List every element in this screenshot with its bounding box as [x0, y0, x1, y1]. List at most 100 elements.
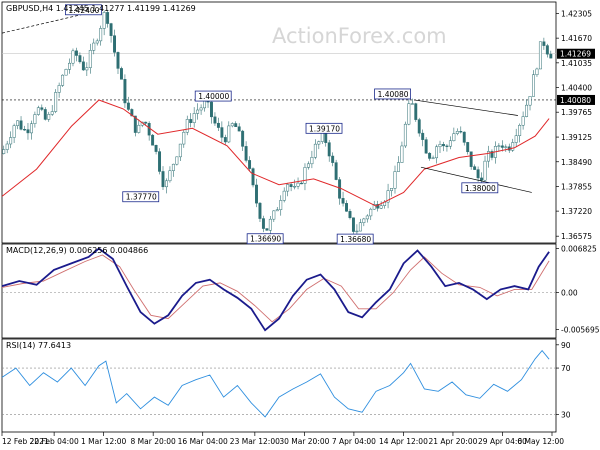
candle-body: [54, 92, 58, 112]
candle-body: [497, 145, 501, 147]
candle-body: [196, 109, 200, 114]
y-tick-label: 1.39765: [561, 108, 592, 117]
candle-body: [109, 23, 113, 36]
candle-body: [338, 179, 342, 199]
price-annotation-label: 1.37770: [126, 193, 157, 202]
candle-body: [16, 120, 20, 126]
candle-body: [403, 123, 407, 147]
candle-body: [438, 144, 442, 148]
level-line-marker: [557, 94, 595, 105]
candle-body: [29, 123, 33, 134]
candle-body: [358, 222, 362, 232]
candle-body: [106, 12, 110, 24]
candle-body: [324, 132, 328, 143]
price-annotation-label: 1.39170: [309, 124, 340, 133]
y-tick-label: 1.42305: [561, 9, 592, 18]
candle-body: [500, 145, 504, 148]
candle-body: [504, 146, 508, 148]
price-annotation-label: 1.40000: [198, 92, 229, 101]
candle-body: [386, 190, 390, 203]
price-annotation-label: 1.40080: [378, 90, 409, 99]
candle-body: [230, 123, 234, 127]
candle-body: [251, 168, 255, 186]
candle-body: [286, 184, 290, 192]
candle-body: [255, 184, 258, 204]
candle-body: [393, 171, 397, 189]
candle-body: [293, 186, 297, 188]
candle-body: [320, 132, 324, 142]
candle-body: [88, 50, 92, 68]
candle-body: [19, 120, 23, 130]
candle-body: [57, 85, 61, 93]
candle-body: [265, 228, 269, 231]
candle-body: [435, 146, 439, 159]
candle-body: [123, 79, 127, 104]
y-tick-label: 30: [561, 411, 571, 420]
candle-body: [511, 142, 515, 151]
x-tick-label: 6 May 12:00: [517, 437, 564, 446]
candle-body: [331, 155, 335, 163]
candle-body: [26, 129, 30, 134]
candle-body: [282, 190, 286, 201]
candle-body: [119, 68, 123, 80]
candle-body: [303, 167, 307, 184]
candle-body: [2, 149, 6, 154]
candle-body: [116, 52, 120, 69]
candle-body: [165, 180, 168, 188]
candle-body: [348, 211, 352, 219]
candle-body: [431, 157, 435, 159]
candle-body: [78, 55, 82, 63]
candle-body: [345, 203, 348, 212]
x-tick-label: 7 Apr 04:00: [332, 437, 376, 446]
candle-body: [355, 230, 359, 233]
candle-body: [518, 124, 522, 136]
candle-body: [126, 102, 130, 110]
price-annotation-label: 1.38000: [465, 184, 496, 193]
candle-body: [275, 209, 279, 212]
candle-body: [113, 35, 116, 53]
candle-body: [476, 169, 480, 179]
candle-body: [407, 103, 411, 125]
candle-body: [61, 74, 65, 86]
candle-body: [99, 28, 103, 42]
candle-body: [68, 62, 71, 70]
candle-body: [185, 119, 189, 133]
candle-body: [445, 145, 449, 147]
candle-body: [532, 74, 535, 97]
candle-body: [538, 41, 542, 70]
candle-body: [514, 135, 518, 143]
candle-body: [306, 163, 310, 168]
candle-body: [182, 131, 186, 145]
y-tick-label: 90: [561, 341, 571, 350]
candle-body: [317, 141, 321, 145]
candle-body: [296, 182, 300, 187]
candle-body: [549, 53, 553, 59]
candle-body: [313, 143, 317, 158]
candle-body: [455, 131, 459, 134]
candle-body: [23, 129, 26, 131]
candle-body: [362, 218, 366, 223]
candle-body: [462, 131, 466, 143]
candle-body: [334, 162, 338, 180]
current-price-marker: [557, 48, 595, 59]
candle-body: [220, 127, 224, 138]
price-annotation-box: [305, 122, 343, 134]
candle-body: [310, 157, 314, 165]
candle-body: [40, 107, 44, 110]
candle-body: [33, 114, 37, 124]
trendline-1: [420, 166, 532, 193]
x-tick-label: 1 Mar 12:00: [81, 437, 127, 446]
candle-body: [151, 134, 155, 146]
candle-body: [545, 45, 549, 55]
y-tick-label: 70: [561, 364, 571, 373]
candle-body: [459, 131, 463, 133]
candle-body: [137, 124, 141, 133]
candle-body: [147, 123, 151, 136]
candle-body: [341, 198, 345, 204]
y-tick-label: 1.36575: [561, 232, 592, 241]
candle-body: [50, 111, 54, 115]
candle-body: [158, 151, 162, 172]
y-tick-label: 1.40400: [561, 84, 592, 93]
candle-body: [161, 171, 165, 188]
